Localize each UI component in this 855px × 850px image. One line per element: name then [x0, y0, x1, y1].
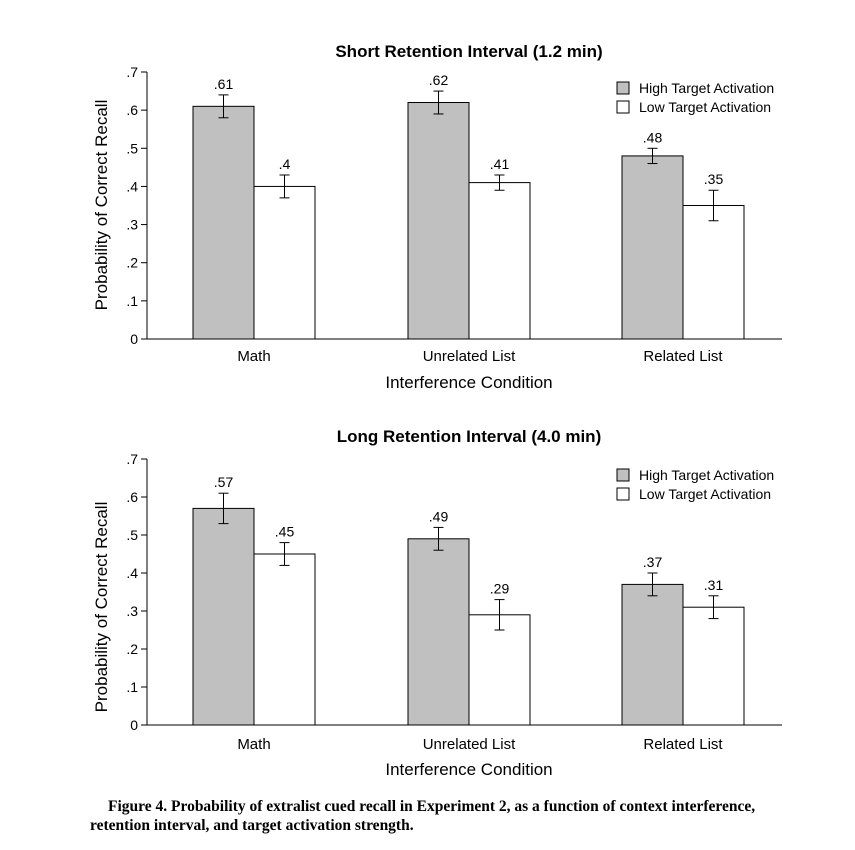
- panel2-bar-low: [682, 606, 745, 726]
- figure-caption: Figure 4. Probability of extralist cued …: [90, 798, 756, 834]
- panel1-chart-title: Short Retention Interval (1.2 min): [335, 42, 602, 61]
- panel2-data-label: .57: [214, 474, 234, 490]
- panel1-y-tick-label: 0: [130, 331, 138, 347]
- panel2-data-label: .37: [643, 554, 663, 570]
- figure: Short Retention Interval (1.2 min) 0 .1 .2.…: [92, 42, 782, 779]
- panel2-y-tick-label: .7: [126, 451, 138, 467]
- panel1-y-tick-label: .7: [126, 64, 138, 80]
- panel1-bar-low: [682, 205, 745, 340]
- panel2-y-tick-label: .2: [126, 641, 138, 657]
- panel1-data-label: .62: [429, 72, 449, 88]
- panel2-legend-swatch: [616, 468, 630, 482]
- panel2-y-tick-label: .1: [126, 679, 138, 695]
- panel1-y-tick-label: .3: [126, 217, 138, 233]
- panel2-bar-low: [468, 614, 531, 726]
- panel1-legend-label: High Target Activation: [639, 80, 774, 96]
- panel1-data-label: .4: [279, 156, 291, 172]
- panel1-data-label: .35: [704, 171, 724, 187]
- panel1-y-axis-label: Probability of Correct Recall: [92, 100, 111, 311]
- panel1-data-label: .48: [643, 129, 663, 145]
- panel2-bar-high: [192, 507, 255, 726]
- panel2-legend-label: Low Target Activation: [639, 486, 771, 502]
- panel2-y-tick-label: .4: [126, 565, 138, 581]
- panel2-data-label: .49: [429, 508, 449, 524]
- panel2-bar-high: [621, 583, 684, 726]
- panel2-y-tick-label: .3: [126, 603, 138, 619]
- panel2-y-axis-label: Probability of Correct Recall: [92, 502, 111, 713]
- panel2-legend-label: High Target Activation: [639, 467, 774, 483]
- panel1-legend-swatch: [616, 81, 630, 95]
- panel1-y-tick-label: .6: [126, 102, 138, 118]
- panel1-data-label: .61: [214, 76, 234, 92]
- panel1-x-axis-label: Interference Condition: [385, 373, 552, 392]
- panel2-bar-high: [407, 538, 470, 726]
- panel1-bar-high: [407, 102, 470, 340]
- panel2-chart-title: Long Retention Interval (4.0 min): [337, 427, 601, 446]
- panel2-legend-swatch: [616, 487, 630, 501]
- panel1-y-tick-label: .1: [126, 293, 138, 309]
- panel2-data-label: .45: [275, 524, 295, 540]
- panel2-category-label: Related List: [643, 736, 723, 753]
- panel2-y-tick-label: 0: [130, 717, 138, 733]
- panel1-y-tick-label: .4: [126, 178, 138, 194]
- panel1-y-tick-label: .2: [126, 255, 138, 271]
- panel2-data-label: .31: [704, 577, 724, 593]
- panel2-category-label: Math: [237, 736, 270, 753]
- panel1-bar-high: [192, 105, 255, 340]
- panel2-x-axis-label: Interference Condition: [385, 760, 552, 779]
- panel1-category-label: Unrelated List: [423, 348, 516, 365]
- panel2-y-tick-label: .5: [126, 527, 138, 543]
- panel1-legend-label: Low Target Activation: [639, 99, 771, 115]
- panel1-y-tick-label: .5: [126, 140, 138, 156]
- panel2-y-tick-label: .6: [126, 489, 138, 505]
- panel1-bar-high: [621, 155, 684, 340]
- panel1-bar-low: [468, 182, 531, 340]
- panel2-category-label: Unrelated List: [423, 736, 516, 753]
- panel1-legend-swatch: [616, 100, 630, 114]
- panel2-data-label: .29: [490, 581, 510, 597]
- panel2-bar-low: [253, 553, 316, 726]
- panel1-category-label: Math: [237, 348, 270, 365]
- panel1-category-label: Related List: [643, 348, 723, 365]
- panel1-data-label: .41: [490, 156, 510, 172]
- panel1-bar-low: [253, 185, 316, 340]
